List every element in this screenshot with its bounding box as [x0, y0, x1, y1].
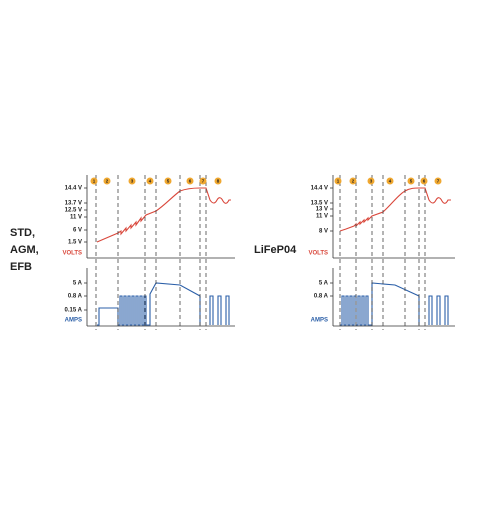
step-number: 5 [410, 179, 413, 184]
step-badge [334, 177, 342, 185]
step-badge [164, 177, 172, 185]
step-number: 3 [370, 179, 373, 184]
step-number: 1 [337, 179, 340, 184]
step-number: 7 [202, 179, 205, 184]
voltage-curve [96, 187, 231, 243]
step-badge [349, 177, 357, 185]
step-badge [186, 177, 194, 185]
step-number: 4 [149, 179, 152, 184]
step-badge [367, 177, 375, 185]
volt-tick-label: 13.5 V [311, 201, 328, 207]
profile-label: STD, [10, 227, 35, 239]
volt-tick-label: 11 V [70, 215, 82, 221]
step-badge [146, 177, 154, 185]
step-number: 5 [167, 179, 170, 184]
profile-label: EFB [10, 261, 32, 273]
profile-label: LiFeP04 [254, 244, 297, 256]
step-number: 1 [93, 179, 96, 184]
voltage-curve [339, 187, 451, 232]
volt-tick-label: 6 V [73, 228, 82, 234]
volts-label: VOLTS [308, 251, 328, 257]
amps-label: AMPS [311, 318, 328, 324]
volt-tick-label: 13.7 V [65, 201, 82, 207]
amp-tick-label: 5 A [73, 281, 83, 287]
step-number: 6 [189, 179, 192, 184]
step-number: 3 [131, 179, 134, 184]
step-number: 6 [423, 179, 426, 184]
step-badge [386, 177, 394, 185]
step-badge [214, 177, 222, 185]
step-badge [199, 177, 207, 185]
volt-tick-label: 11 V [316, 214, 328, 220]
volt-tick-label: 8 V [319, 229, 328, 235]
step-badge [434, 177, 442, 185]
step-badge [90, 177, 98, 185]
volt-tick-label: 14.4 V [311, 186, 328, 192]
step-number: 4 [389, 179, 392, 184]
amp-tick-label: 5 A [319, 281, 329, 287]
current-curve [340, 282, 449, 326]
volt-tick-label: 1.5 V [68, 240, 82, 246]
step-number: 7 [437, 179, 440, 184]
step-number: 2 [106, 179, 109, 184]
amp-tick-label: 0.8 A [314, 294, 329, 300]
volt-tick-label: 14.4 V [65, 186, 82, 192]
step-badge [420, 177, 428, 185]
profile-label: AGM, [10, 244, 39, 256]
volt-tick-label: 13 V [316, 207, 328, 213]
step-number: 2 [352, 179, 355, 184]
step-number: 8 [217, 179, 220, 184]
amp-tick-label: 0.8 A [68, 294, 83, 300]
step-badge [407, 177, 415, 185]
amps-label: AMPS [65, 318, 82, 324]
step-badge [128, 177, 136, 185]
amp-tick-label: 0.15 A [65, 308, 83, 314]
step-badge [103, 177, 111, 185]
volt-tick-label: 12.5 V [65, 208, 82, 214]
current-curve [97, 282, 230, 326]
volts-label: VOLTS [62, 251, 82, 257]
